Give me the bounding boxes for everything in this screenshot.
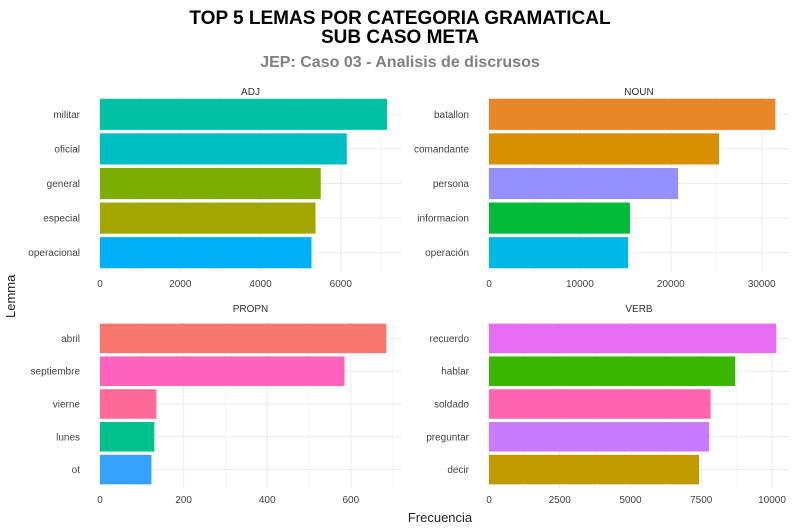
y-tick-label: soldado (434, 400, 469, 411)
panel-label-noun: NOUN (624, 87, 653, 98)
x-tick-label: 0 (486, 279, 492, 290)
bar-oficial (100, 133, 347, 165)
bar-militar (100, 98, 387, 130)
x-tick-label: 7500 (690, 495, 713, 506)
chart-title-line1: TOP 5 LEMAS POR CATEGORIA GRAMATICAL (189, 8, 611, 29)
chart-title-line2: SUB CASO META (321, 27, 479, 48)
y-tick-label: general (47, 179, 80, 190)
x-tick-label: 2000 (169, 279, 192, 290)
y-tick-label: preguntar (426, 432, 469, 443)
x-tick-label: 10000 (758, 495, 786, 506)
y-tick-label: operacional (28, 248, 80, 259)
x-tick-label: 0 (486, 495, 492, 506)
bar-vierne (100, 389, 157, 419)
y-tick-label: persona (433, 179, 470, 190)
bar-soldado (489, 389, 711, 419)
y-tick-label: militar (53, 110, 80, 121)
y-tick-label: ot (72, 465, 81, 476)
bar-septiembre (100, 356, 345, 386)
y-tick-label: lunes (56, 432, 80, 443)
y-tick-label: operación (425, 248, 469, 259)
x-tick-label: 400 (259, 495, 276, 506)
bar-general (100, 167, 321, 200)
y-tick-label: oficial (54, 144, 80, 155)
x-tick-label: 2500 (549, 495, 572, 506)
bar-comandante (489, 133, 719, 165)
y-tick-label: batallon (434, 110, 469, 121)
bar-ot (100, 454, 152, 485)
x-tick-label: 200 (175, 495, 192, 506)
panel-label-propn: PROPN (233, 304, 269, 315)
chart-subtitle: JEP: Caso 03 - Analisis de discrusos (260, 54, 540, 71)
y-tick-label: comandante (414, 144, 469, 155)
bar-batallon (489, 98, 776, 130)
bar-hablar (489, 356, 736, 386)
panel-label-verb: VERB (625, 304, 653, 315)
x-tick-label: 600 (342, 495, 359, 506)
y-tick-label: informacion (417, 214, 469, 225)
x-tick-label: 6000 (330, 279, 353, 290)
bar-abril (100, 323, 387, 354)
bar-persona (489, 167, 679, 200)
panel-label-adj: ADJ (241, 87, 260, 98)
x-axis-label: Frecuencia (407, 510, 473, 525)
y-tick-label: decir (447, 465, 469, 476)
bar-informacion (489, 202, 630, 234)
x-tick-label: 30000 (748, 279, 776, 290)
bar-decir (489, 454, 699, 485)
y-tick-label: recuerdo (430, 334, 470, 345)
bar-operación (489, 237, 629, 269)
x-tick-label: 10000 (566, 279, 594, 290)
bar-especial (100, 202, 316, 234)
x-tick-label: 5000 (619, 495, 642, 506)
bar-lunes (100, 422, 155, 452)
y-tick-label: abril (61, 334, 80, 345)
x-tick-label: 0 (97, 495, 103, 506)
bar-preguntar (489, 422, 710, 452)
x-tick-label: 4000 (249, 279, 272, 290)
y-tick-label: vierne (53, 400, 81, 411)
y-tick-label: septiembre (31, 367, 81, 378)
x-tick-label: 0 (97, 279, 103, 290)
bar-recuerdo (489, 323, 777, 354)
y-tick-label: hablar (441, 367, 469, 378)
bar-operacional (100, 237, 312, 269)
y-tick-label: especial (43, 214, 80, 225)
x-tick-label: 20000 (657, 279, 685, 290)
